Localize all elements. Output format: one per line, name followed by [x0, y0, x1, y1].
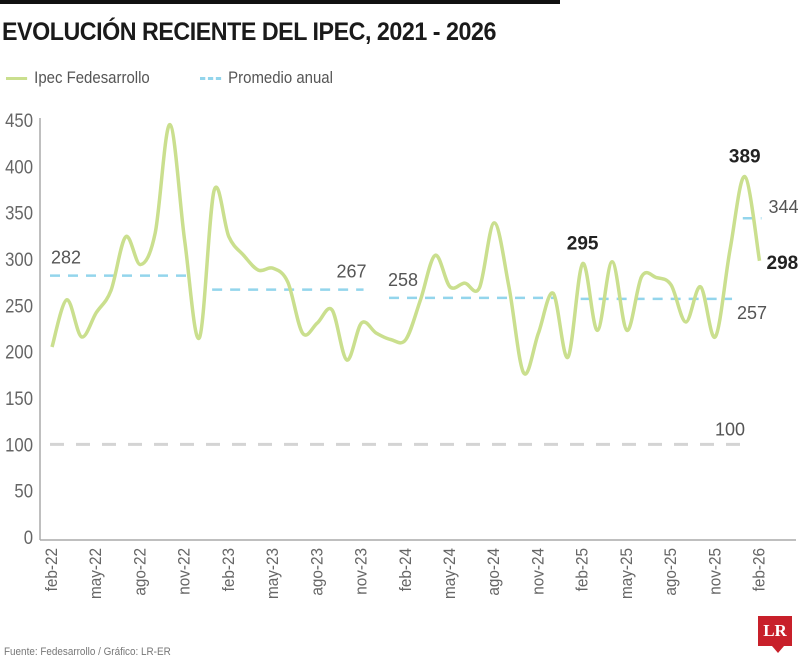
- average-label: 257: [737, 303, 767, 323]
- y-tick-label: 100: [5, 434, 33, 455]
- x-tick-label: ago-24: [484, 548, 503, 596]
- average-label: 282: [51, 248, 81, 268]
- y-tick-label: 200: [5, 342, 33, 363]
- average-label: 344: [768, 197, 798, 217]
- x-tick-label: may-25: [617, 548, 636, 599]
- value-annotation: 298: [767, 253, 799, 274]
- x-tick-label: ago-23: [308, 548, 327, 596]
- average-label: 258: [388, 270, 418, 290]
- source-footer: Fuente: Fedesarrollo / Gráfico: LR-ER: [4, 646, 171, 658]
- legend-item-promedio: Promedio anual: [200, 68, 333, 88]
- y-tick-label: 350: [5, 203, 33, 224]
- y-tick-label: 450: [5, 110, 33, 131]
- x-tick-label: may-24: [440, 548, 459, 599]
- x-tick-label: feb-23: [219, 548, 238, 591]
- x-tick-label: nov-24: [529, 548, 548, 595]
- title-bar-accent: [0, 0, 560, 4]
- x-tick-label: ago-25: [661, 548, 680, 596]
- y-tick-label: 250: [5, 295, 33, 316]
- y-tick-label: 300: [5, 249, 33, 270]
- x-tick-label: feb-24: [396, 548, 415, 591]
- legend-line-solid-icon: [6, 76, 28, 80]
- y-tick-label: 150: [5, 388, 33, 409]
- legend-label-promedio: Promedio anual: [228, 68, 333, 87]
- x-tick-label: nov-23: [352, 548, 371, 595]
- value-annotation: 389: [729, 147, 761, 168]
- y-tick-label: 0: [24, 527, 33, 548]
- legend-line-dashed-icon: [200, 76, 222, 80]
- legend-item-ipec: Ipec Fedesarrollo: [6, 68, 150, 88]
- x-tick-label: feb-25: [573, 548, 592, 591]
- lr-logo: LR: [758, 616, 792, 653]
- x-tick-label: ago-22: [131, 548, 150, 596]
- x-tick-label: may-23: [263, 548, 282, 599]
- y-tick-label: 400: [5, 156, 33, 177]
- reference-label: 100: [715, 419, 745, 439]
- average-label: 267: [337, 262, 367, 282]
- x-tick-label: nov-25: [706, 548, 725, 595]
- series-line-ipec: [50, 122, 762, 376]
- x-tick-label: feb-26: [750, 548, 769, 591]
- legend-label-ipec: Ipec Fedesarrollo: [34, 68, 150, 87]
- chart-title: EVOLUCIÓN RECIENTE DEL IPEC, 2021 - 2026: [2, 18, 496, 46]
- x-tick-label: may-22: [87, 548, 106, 599]
- y-tick-label: 50: [14, 481, 33, 502]
- x-tick-label: feb-22: [42, 548, 61, 591]
- x-tick-label: nov-22: [175, 548, 194, 595]
- value-annotation: 295: [567, 234, 599, 255]
